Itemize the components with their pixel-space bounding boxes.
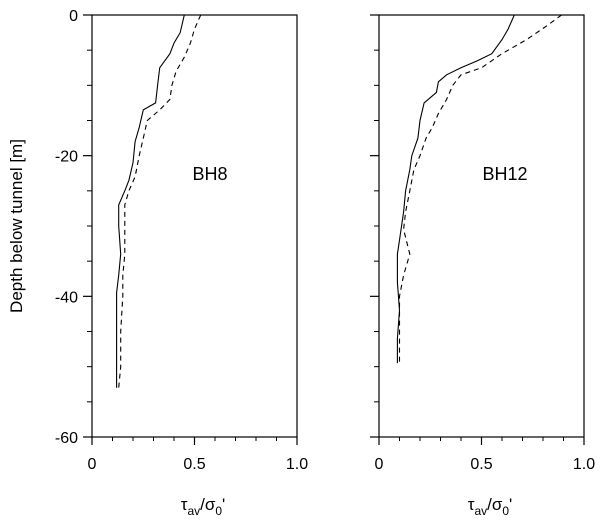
y-axis-label: Depth below tunnel [m] (7, 139, 26, 313)
x-tick-label: 0.5 (470, 456, 492, 473)
x-tick-labels: 0 0.5 1.0 (88, 456, 309, 473)
x-axis-label: τav/σ0' (181, 495, 226, 518)
x-tick-label: 0 (375, 456, 384, 473)
axis-ticks (83, 14, 298, 445)
x-axis-label: τav/σ0' (468, 495, 513, 518)
series-line-dashed (398, 14, 562, 364)
plot-frame (91, 14, 298, 438)
chart-panel-bh8: 0 0.5 1.0 0 -20 -40 -60 BH8 τav/σ0' Depth bel… (7, 8, 308, 518)
x-tick-label: 1.0 (573, 456, 595, 473)
plot-frame (378, 14, 585, 438)
series-line-dashed (118, 14, 202, 388)
x-tick-label: 0 (88, 456, 97, 473)
x-tick-label: 0.5 (183, 456, 205, 473)
borehole-label: BH12 (482, 164, 527, 184)
x-tick-label: 1.0 (286, 456, 308, 473)
axis-ticks (370, 14, 585, 445)
y-tick-label: -20 (55, 149, 78, 166)
series-group (396, 14, 562, 364)
series-line-solid (396, 14, 515, 364)
x-tick-labels: 0 0.5 1.0 (375, 456, 596, 473)
y-tick-labels: 0 -20 -40 -60 (55, 8, 78, 447)
chart-panel-bh12: 0 0.5 1.0 BH12 τav/σ0' (370, 14, 596, 518)
series-line-solid (116, 14, 185, 388)
y-tick-label: -60 (55, 430, 78, 447)
y-tick-label: -40 (55, 289, 78, 306)
borehole-label: BH8 (192, 164, 227, 184)
y-tick-label: 0 (69, 8, 78, 25)
series-group (116, 14, 202, 388)
